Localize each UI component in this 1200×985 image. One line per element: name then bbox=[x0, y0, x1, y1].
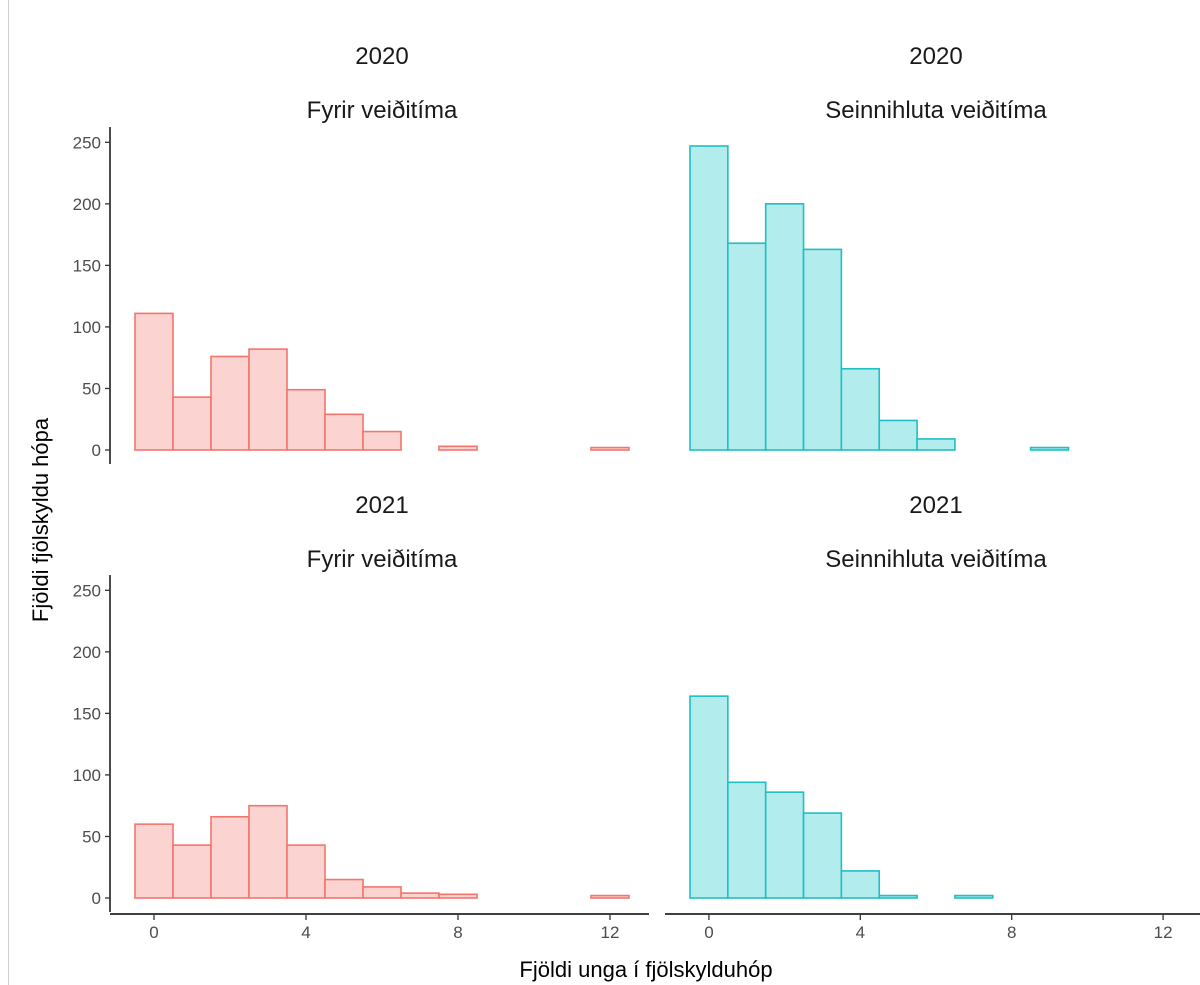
x-tick-label: 0 bbox=[149, 923, 158, 942]
x-tick-label: 8 bbox=[453, 923, 462, 942]
panel-year-label: 2021 bbox=[909, 492, 962, 519]
panel-2020-seinnihluta-veiditima: 2020 Seinnihluta veiðitíma bbox=[689, 43, 1070, 451]
histogram-bar bbox=[916, 438, 956, 451]
histogram-bar bbox=[840, 870, 881, 899]
histogram-bar bbox=[689, 695, 729, 899]
panel-2021-seinnihluta-veiditima: 2021 Seinnihluta veiðitíma 0 4 8 12 bbox=[665, 492, 1200, 942]
x-tick-label: 4 bbox=[301, 923, 310, 942]
panel-2021-fyrir-veiditima: 2021 Fyrir veiðitíma 0 50 100 150 200 250 0 4 8 12 bbox=[73, 492, 649, 942]
histogram-bar bbox=[438, 445, 478, 451]
histogram-bar bbox=[954, 894, 994, 899]
y-tick-label: 0 bbox=[92, 889, 101, 908]
panel-2020-fyrir-veiditima: 2020 Fyrir veiðitíma 0 50 100 150 200 250 bbox=[73, 43, 630, 464]
histogram-bar bbox=[172, 396, 212, 451]
histogram-bar bbox=[590, 446, 630, 451]
x-tick-label: 4 bbox=[856, 923, 865, 942]
y-tick-label: 250 bbox=[73, 581, 101, 600]
histogram-bar bbox=[689, 145, 729, 451]
histogram-bar bbox=[248, 348, 288, 451]
histogram-bar bbox=[134, 312, 174, 451]
y-tick-label: 100 bbox=[73, 766, 101, 785]
x-axis-title: Fjöldi unga í fjölskylduhóp bbox=[519, 957, 772, 982]
histogram-bar bbox=[878, 894, 918, 899]
histogram-bar bbox=[362, 886, 402, 899]
window-left-edge bbox=[8, 0, 9, 985]
histogram-bar bbox=[324, 413, 364, 451]
histogram-bar bbox=[438, 893, 478, 899]
panels-layer: 2020 Fyrir veiðitíma 0 50 100 150 200 250 2020 Se… bbox=[73, 43, 1200, 942]
histogram-bar bbox=[172, 844, 212, 899]
panel-year-label: 2020 bbox=[355, 43, 408, 70]
y-tick-label: 200 bbox=[73, 643, 101, 662]
panel-period-label: Seinnihluta veiðitíma bbox=[825, 546, 1047, 573]
y-tick-label: 100 bbox=[73, 318, 101, 337]
histogram-bar bbox=[590, 894, 630, 899]
histogram-bar bbox=[210, 815, 250, 899]
y-tick-label: 150 bbox=[73, 704, 101, 723]
histogram-bar bbox=[400, 892, 440, 899]
y-tick-label: 200 bbox=[73, 195, 101, 214]
histogram-bar bbox=[878, 419, 918, 451]
histogram-bar bbox=[210, 355, 250, 451]
histogram-bar bbox=[248, 804, 288, 899]
histogram-bar bbox=[764, 791, 805, 899]
panel-period-label: Fyrir veiðitíma bbox=[307, 546, 458, 573]
y-axis-title: Fjöldi fjölskyldu hópa bbox=[28, 417, 53, 622]
histogram-bar bbox=[727, 242, 767, 451]
histogram-bar bbox=[802, 812, 843, 899]
panel-period-label: Seinnihluta veiðitíma bbox=[825, 97, 1047, 124]
histogram-bar bbox=[840, 367, 881, 451]
y-tick-label: 50 bbox=[82, 827, 101, 846]
y-tick-label: 0 bbox=[92, 441, 101, 460]
x-tick-label: 12 bbox=[1154, 923, 1173, 942]
histogram-bar bbox=[286, 388, 326, 451]
histogram-bar bbox=[1029, 446, 1070, 451]
y-tick-label: 250 bbox=[73, 133, 101, 152]
histogram-bar bbox=[286, 844, 326, 899]
histogram-bar bbox=[764, 203, 805, 451]
histogram-bar bbox=[134, 823, 174, 899]
x-tick-label: 0 bbox=[704, 923, 713, 942]
histogram-bar bbox=[727, 781, 767, 899]
histogram-bar bbox=[362, 430, 402, 451]
x-tick-label: 12 bbox=[601, 923, 620, 942]
histogram-bar bbox=[802, 248, 843, 451]
y-tick-label: 50 bbox=[82, 379, 101, 398]
panel-year-label: 2020 bbox=[909, 43, 962, 70]
histogram-bar bbox=[324, 878, 364, 899]
y-tick-label: 150 bbox=[73, 256, 101, 275]
panel-period-label: Fyrir veiðitíma bbox=[307, 97, 458, 124]
x-tick-label: 8 bbox=[1007, 923, 1016, 942]
panel-year-label: 2021 bbox=[355, 492, 408, 519]
